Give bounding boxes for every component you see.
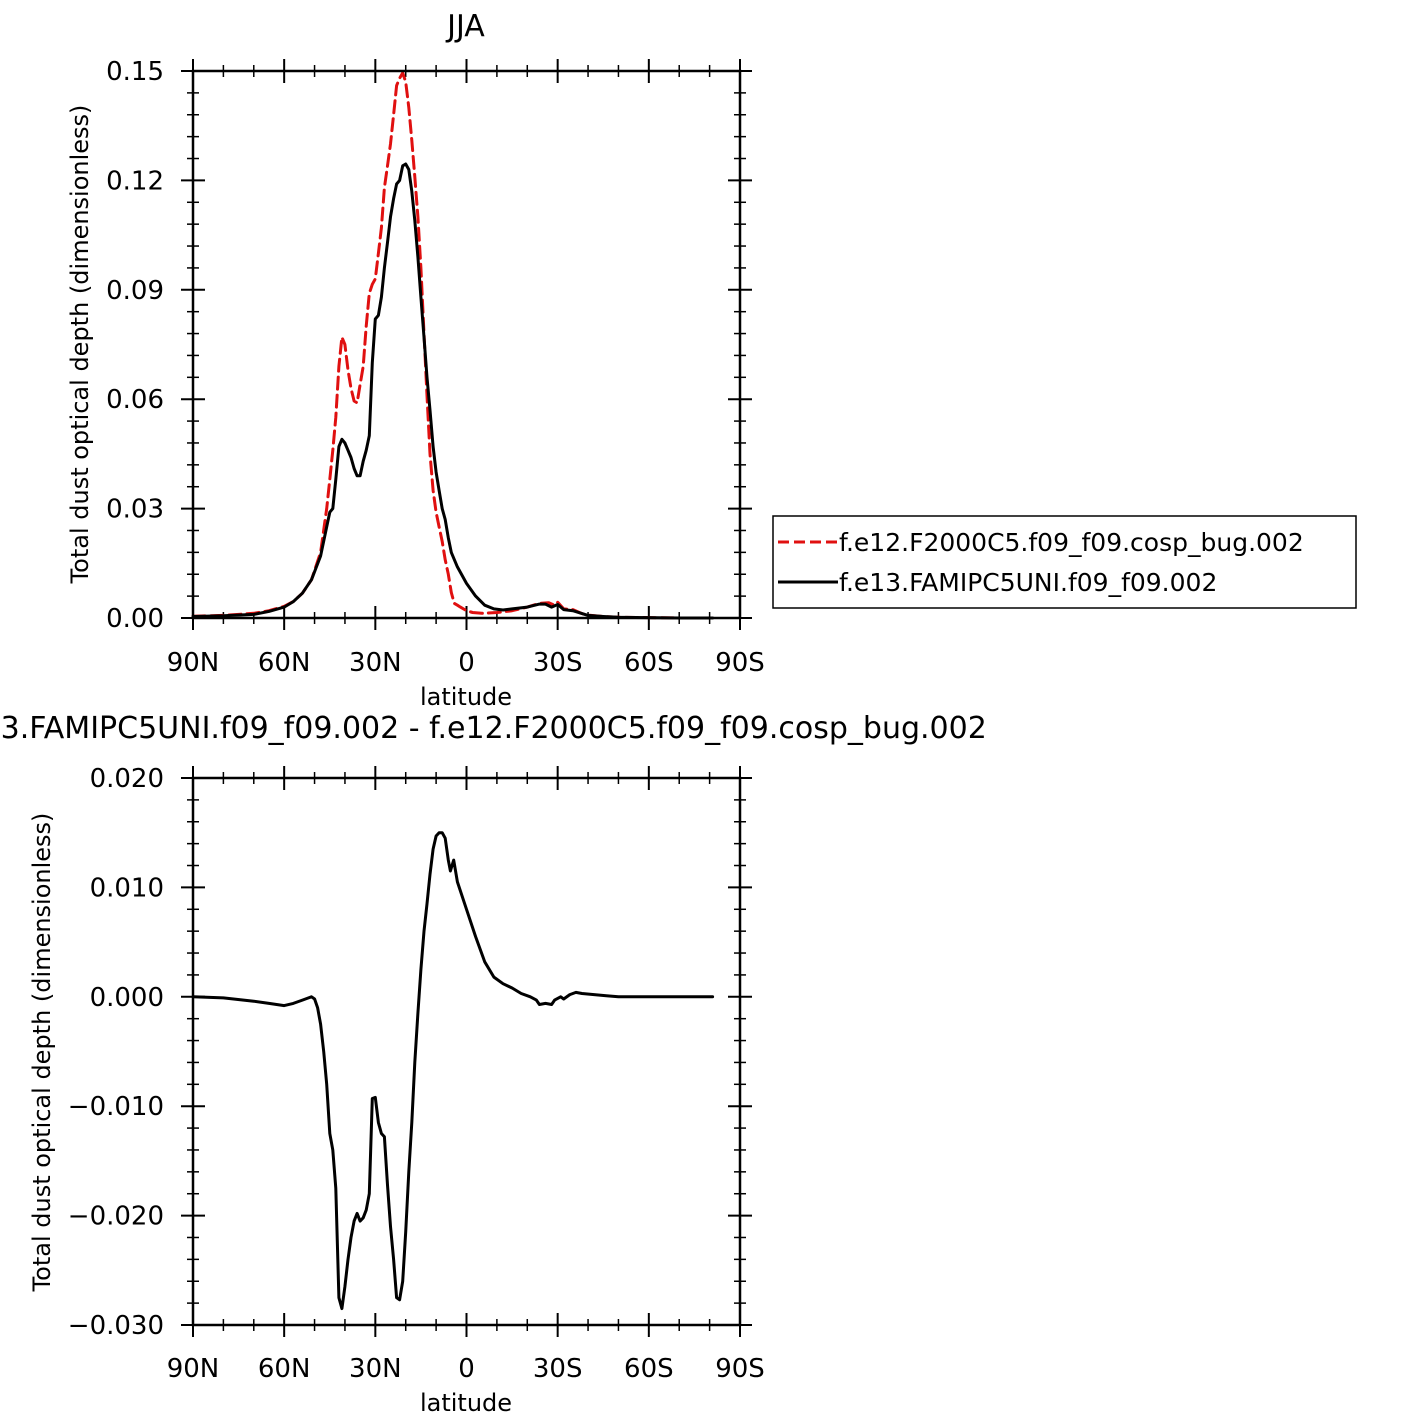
y-tick-label: 0.12 — [106, 166, 164, 196]
top-series-lines — [191, 71, 715, 620]
bottom-plot-title: f.e13.FAMIPC5UNI.f09_f09.002 - f.e12.F20… — [0, 711, 987, 746]
y-tick-label: 0.15 — [106, 57, 164, 87]
top-axis-ticks — [181, 59, 752, 630]
x-tick-label: 90N — [167, 1354, 220, 1384]
top-panel: JJA 90N 60N 30N 0 30S 60S 90S 0.00 0.03 0.06 0.09 0… — [66, 9, 1357, 711]
y-tick-label: 0.00 — [106, 604, 164, 634]
top-tick-labels: 90N 60N 30N 0 30S 60S 90S 0.00 0.03 0.06 0.09 0.12 0… — [106, 57, 765, 678]
y-tick-label: −0.010 — [68, 1092, 164, 1122]
bottom-series-lines — [191, 831, 715, 1311]
top-plot-frame — [191, 69, 742, 620]
legend-label-series-1: f.e12.F2000C5.f09_f09.cosp_bug.002 — [839, 528, 1304, 557]
x-tick-label: 90S — [715, 648, 765, 678]
bottom-tick-labels: 90N 60N 30N 0 30S 60S 90S −0.030 −0.020 −0.010 0.0… — [68, 764, 765, 1384]
y-tick-label: 0.010 — [90, 873, 164, 903]
bottom-x-axis-label: latitude — [420, 1389, 512, 1417]
bottom-panel: f.e13.FAMIPC5UNI.f09_f09.002 - f.e12.F20… — [0, 711, 987, 1417]
y-tick-label: −0.030 — [68, 1311, 164, 1341]
legend-box — [772, 515, 1357, 609]
y-tick-label: −0.020 — [68, 1202, 164, 1232]
x-tick-label: 60S — [624, 648, 674, 678]
top-series-line-1 — [191, 71, 715, 620]
x-tick-label: 30N — [349, 648, 402, 678]
legend-label-series-2: f.e13.FAMIPC5UNI.f09_f09.002 — [839, 568, 1217, 597]
y-tick-label: 0.03 — [106, 495, 164, 525]
bottom-series-line-1 — [191, 831, 715, 1311]
x-tick-label: 90N — [167, 648, 220, 678]
y-tick-label: 0.020 — [90, 764, 164, 794]
x-tick-label: 30S — [533, 1354, 583, 1384]
top-y-axis-label: Total dust optical depth (dimensionless) — [66, 105, 94, 585]
y-tick-label: 0.09 — [106, 276, 164, 306]
bottom-y-axis-label: Total dust optical depth (dimensionless) — [28, 813, 56, 1293]
y-tick-label: 0.06 — [106, 385, 164, 415]
x-tick-label: 60N — [258, 1354, 311, 1384]
x-tick-label: 60N — [258, 648, 311, 678]
y-tick-label: 0.000 — [90, 983, 164, 1013]
bottom-plot-frame — [191, 776, 742, 1327]
x-tick-label: 0 — [458, 1354, 475, 1384]
top-series-line-2 — [191, 162, 715, 620]
x-tick-label: 90S — [715, 1354, 765, 1384]
x-tick-label: 30S — [533, 648, 583, 678]
x-tick-label: 30N — [349, 1354, 402, 1384]
top-x-axis-label: latitude — [420, 683, 512, 711]
x-tick-label: 60S — [624, 1354, 674, 1384]
legend: f.e12.F2000C5.f09_f09.cosp_bug.002 f.e13… — [772, 515, 1357, 609]
bottom-axis-ticks — [181, 766, 752, 1337]
x-tick-label: 0 — [458, 648, 475, 678]
top-plot-title: JJA — [445, 9, 485, 44]
